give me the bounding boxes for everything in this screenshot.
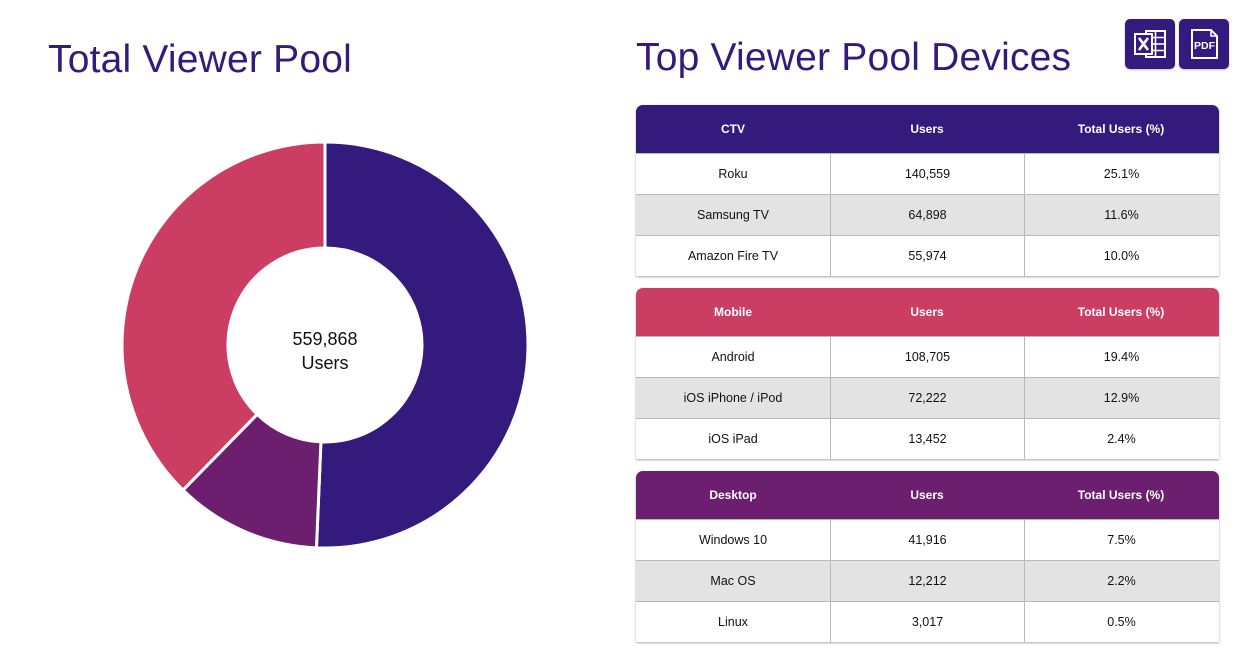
header-users: Users xyxy=(910,122,944,136)
donut-segment[interactable] xyxy=(314,140,530,550)
header-category: CTV xyxy=(721,122,745,136)
device-pct: 12.9% xyxy=(1024,378,1218,418)
table-row: Roku 140,559 25.1% xyxy=(636,153,1219,194)
header-category: Mobile xyxy=(714,305,752,319)
table-row: Mac OS 12,212 2.2% xyxy=(636,560,1219,601)
table-row: Samsung TV 64,898 11.6% xyxy=(636,194,1219,235)
device-name: Android xyxy=(711,350,755,364)
header-total-users-pct: Total Users (%) xyxy=(1077,488,1165,502)
device-name: iOS iPhone / iPod xyxy=(683,391,783,405)
device-pct: 11.6% xyxy=(1024,195,1218,235)
device-pct: 10.0% xyxy=(1024,236,1218,276)
table-desktop: Desktop Users Total Users (%) Windows 10… xyxy=(636,471,1219,642)
device-pct: 2.4% xyxy=(1024,419,1218,459)
device-name: Linux xyxy=(718,615,748,629)
device-name: Windows 10 xyxy=(698,533,768,547)
table-row: Windows 10 41,916 7.5% xyxy=(636,519,1219,560)
device-users: 140,559 xyxy=(830,154,1024,194)
device-tables: CTV Users Total Users (%) Roku 140,559 2… xyxy=(636,105,1219,654)
donut-center-label: 559,868 Users xyxy=(120,327,530,375)
device-pct: 25.1% xyxy=(1024,154,1218,194)
table-row: Android 108,705 19.4% xyxy=(636,336,1219,377)
table-ctv: CTV Users Total Users (%) Roku 140,559 2… xyxy=(636,105,1219,276)
device-users: 72,222 xyxy=(830,378,1024,418)
device-pct: 19.4% xyxy=(1024,337,1218,377)
pdf-icon-label: PDF xyxy=(1194,40,1216,52)
export-excel-button[interactable] xyxy=(1125,19,1175,69)
header-total-users-pct: Total Users (%) xyxy=(1077,122,1165,136)
export-pdf-button[interactable]: PDF xyxy=(1179,19,1229,69)
device-users: 108,705 xyxy=(830,337,1024,377)
excel-icon xyxy=(1134,30,1166,58)
device-pct: 0.5% xyxy=(1024,602,1218,642)
table-row: Amazon Fire TV 55,974 10.0% xyxy=(636,235,1219,276)
viewer-pool-donut: 559,868 Users xyxy=(120,140,530,550)
table-header: Mobile Users Total Users (%) xyxy=(636,288,1219,336)
export-toolbar: PDF xyxy=(1125,19,1229,69)
total-users-value: 559,868 xyxy=(292,329,358,349)
devices-title: Top Viewer Pool Devices xyxy=(636,36,1072,79)
total-users-unit: Users xyxy=(301,353,349,373)
device-users: 3,017 xyxy=(830,602,1024,642)
device-name: Samsung TV xyxy=(696,208,770,222)
table-header: Desktop Users Total Users (%) xyxy=(636,471,1219,519)
header-total-users-pct: Total Users (%) xyxy=(1077,305,1165,319)
device-pct: 2.2% xyxy=(1024,561,1218,601)
device-users: 12,212 xyxy=(830,561,1024,601)
device-users: 64,898 xyxy=(830,195,1024,235)
device-name: Mac OS xyxy=(710,574,756,588)
device-name: iOS iPad xyxy=(708,432,758,446)
device-users: 55,974 xyxy=(830,236,1024,276)
device-users: 41,916 xyxy=(830,520,1024,560)
table-row: Linux 3,017 0.5% xyxy=(636,601,1219,642)
pdf-icon: PDF xyxy=(1191,29,1218,59)
donut-segment[interactable] xyxy=(120,140,327,492)
viewer-pool-title: Total Viewer Pool xyxy=(48,38,353,81)
device-name: Amazon Fire TV xyxy=(687,249,779,263)
table-row: iOS iPad 13,452 2.4% xyxy=(636,418,1219,459)
device-users: 13,452 xyxy=(830,419,1024,459)
device-name: Roku xyxy=(718,167,748,181)
table-row: iOS iPhone / iPod 72,222 12.9% xyxy=(636,377,1219,418)
donut-chart xyxy=(120,140,530,550)
table-mobile: Mobile Users Total Users (%) Android 108… xyxy=(636,288,1219,459)
table-header: CTV Users Total Users (%) xyxy=(636,105,1219,153)
header-users: Users xyxy=(910,305,944,319)
header-category: Desktop xyxy=(709,488,757,502)
device-pct: 7.5% xyxy=(1024,520,1218,560)
header-users: Users xyxy=(910,488,944,502)
